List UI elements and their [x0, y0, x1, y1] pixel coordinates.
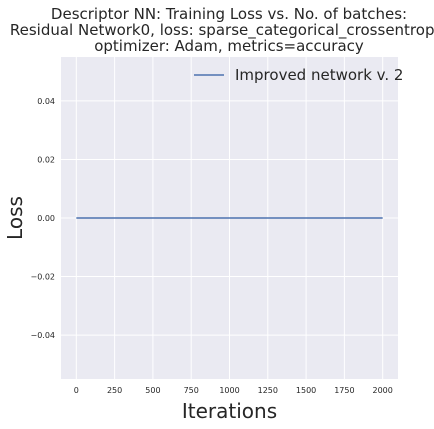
- x-tick-label: 1000: [219, 386, 239, 395]
- legend-label: Improved network v. 2: [235, 66, 403, 84]
- y-tick-label: 0.00: [37, 214, 55, 223]
- chart-title: Descriptor NN: Training Loss vs. No. of …: [10, 5, 434, 55]
- y-tick-label: 0.02: [37, 155, 55, 164]
- x-tick-labels: 0 250 500 750 1000 1250 1500 1750 2000: [74, 386, 393, 395]
- y-tick-label: −0.04: [30, 331, 55, 340]
- x-tick-label: 250: [107, 386, 122, 395]
- y-tick-label: 0.04: [37, 97, 55, 106]
- x-tick-label: 1750: [334, 386, 354, 395]
- legend: Improved network v. 2: [194, 66, 403, 84]
- y-tick-label: −0.02: [30, 273, 55, 282]
- title-line-3: optimizer: Adam, metrics=accuracy: [94, 37, 364, 55]
- y-tick-labels: −0.04 −0.02 0.00 0.02 0.04: [30, 97, 55, 340]
- x-tick-label: 500: [145, 386, 160, 395]
- y-axis-label: Loss: [3, 196, 27, 240]
- x-tick-label: 0: [74, 386, 79, 395]
- title-line-2: Residual Network0, loss: sparse_categori…: [10, 21, 434, 40]
- x-tick-label: 2000: [373, 386, 393, 395]
- x-tick-label: 1500: [296, 386, 316, 395]
- x-axis-label: Iterations: [182, 399, 277, 423]
- title-line-1: Descriptor NN: Training Loss vs. No. of …: [51, 5, 407, 23]
- x-tick-label: 750: [184, 386, 199, 395]
- x-tick-label: 1250: [258, 386, 278, 395]
